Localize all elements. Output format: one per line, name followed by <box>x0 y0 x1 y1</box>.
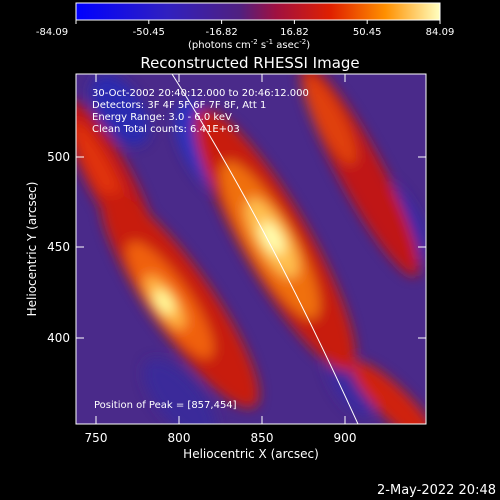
info-line: Energy Range: 3.0 - 6.0 keV <box>92 112 232 123</box>
colorbar <box>75 2 441 21</box>
y-tick-label: 400 <box>47 331 70 345</box>
info-line: Detectors: 3F 4F 5F 6F 7F 8F, Att 1 <box>92 100 266 111</box>
x-axis-label: Heliocentric X (arcsec) <box>183 447 319 461</box>
plot-title: Reconstructed RHESSI Image <box>140 54 359 72</box>
colorbar-ticks <box>75 20 441 24</box>
colorbar-tick-label: -16.82 <box>205 27 237 38</box>
rhessi-image <box>76 74 426 424</box>
colorbar-tick-label: -50.45 <box>133 27 165 38</box>
y-tick-label: 500 <box>47 150 70 164</box>
x-axis-ticks <box>95 74 346 424</box>
colorbar-tick-label: 16.82 <box>280 27 309 38</box>
y-tick-label: 450 <box>47 240 70 254</box>
info-line: Clean Total counts: 6.41E+03 <box>92 124 240 135</box>
info-overlay: 30-Oct-2002 20:40:12.000 to 20:46:12.000… <box>92 88 309 135</box>
y-axis-ticks <box>76 156 426 339</box>
footer-timestamp: 2-May-2022 20:48 <box>377 483 496 498</box>
colorbar-unit-label: (photons cm-2 s-1 asec-2) <box>188 38 310 51</box>
colorbar-tick-label: -84.09 <box>36 27 68 38</box>
solar-limb-line <box>171 74 359 424</box>
x-tick-label: 900 <box>334 431 357 445</box>
x-tick-label: 850 <box>251 431 274 445</box>
x-tick-label: 750 <box>85 431 108 445</box>
peak-position-label: Position of Peak = [857,454] <box>94 400 237 411</box>
y-axis-label: Heliocentric Y (arcsec) <box>25 182 39 317</box>
info-line: 30-Oct-2002 20:40:12.000 to 20:46:12.000 <box>92 88 309 99</box>
plot-frame <box>75 73 427 425</box>
x-tick-label: 800 <box>168 431 191 445</box>
colorbar-tick-label: 50.45 <box>353 27 382 38</box>
colorbar-tick-label: 84.09 <box>426 27 455 38</box>
